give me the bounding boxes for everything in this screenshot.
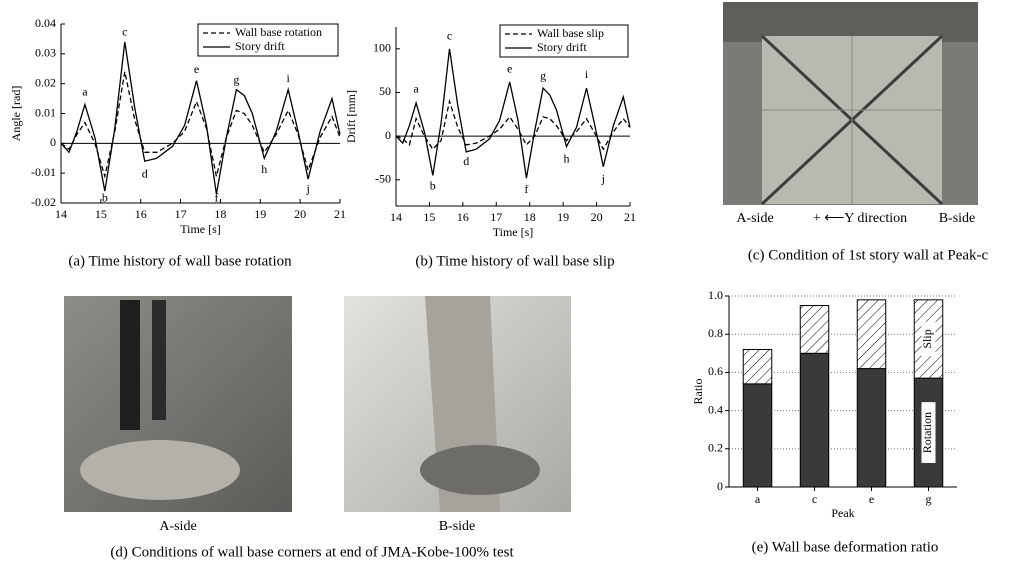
caption: (d) Conditions of wall base corners at e…	[110, 544, 514, 560]
y-tick-label: -50	[375, 172, 391, 186]
bar-segment	[799, 352, 830, 488]
x-tick-label: a	[755, 492, 761, 506]
peak-label: e	[507, 62, 512, 76]
y-tick-label: 0	[385, 128, 391, 142]
legend-label: Story drift	[235, 39, 285, 53]
photo-corner-b	[344, 296, 571, 512]
x-tick-label: g	[926, 492, 932, 506]
caption: (b) Time history of wall base slip	[415, 253, 614, 269]
y-tick-label: 0.03	[35, 46, 56, 60]
y-tick-label: 0.2	[708, 441, 723, 455]
series-label: Rotation	[920, 412, 934, 453]
caption: (e) Wall base deformation ratio	[752, 539, 939, 555]
y-tick-label: 0.8	[708, 326, 723, 340]
x-tick-label: 15	[423, 210, 435, 224]
series-line	[395, 98, 631, 151]
peak-label: h	[261, 162, 267, 176]
peak-label: f	[524, 182, 528, 196]
bar-segment	[856, 299, 887, 370]
peak-label: d	[463, 154, 469, 168]
series-line	[60, 71, 341, 179]
x-tick-label: e	[869, 492, 874, 506]
peak-label: i	[287, 71, 291, 85]
x-tick-label: 18	[214, 207, 226, 221]
x-tick-label: 14	[55, 207, 67, 221]
caption: (a) Time history of wall base rotation	[68, 253, 292, 269]
peak-label: b	[102, 190, 108, 204]
x-tick-label: 21	[334, 207, 346, 221]
peak-label: a	[413, 82, 419, 96]
peak-label: f	[214, 190, 218, 204]
series-line	[395, 48, 631, 179]
y-tick-label: 0.01	[35, 105, 56, 119]
x-tick-label: 19	[557, 210, 569, 224]
x-tick-label: 14	[390, 210, 402, 224]
legend-box	[499, 24, 629, 58]
peak-label: d	[142, 166, 148, 180]
x-tick-label: 15	[95, 207, 107, 221]
y-axis-label: Angle [rad]	[9, 86, 23, 142]
y-tick-label: 0	[50, 135, 56, 149]
y-tick-label: 100	[373, 41, 391, 55]
peak-label: j	[601, 172, 605, 186]
series-label: Slip	[920, 329, 934, 348]
x-tick-label: 18	[524, 210, 536, 224]
x-axis-label: Time [s]	[493, 225, 534, 239]
x-tick-label: c	[812, 492, 817, 506]
peak-label: a	[82, 84, 88, 98]
peak-label: g	[233, 72, 239, 86]
legend-label: Story drift	[537, 40, 587, 54]
bar-segment	[742, 348, 773, 385]
x-axis-label: Time [s]	[180, 222, 221, 236]
y-tick-label: 0.4	[708, 402, 723, 416]
bar-segment	[799, 305, 830, 354]
peak-label: g	[540, 69, 546, 83]
legend-label: Wall base slip	[537, 26, 604, 40]
y-tick-label: 0.04	[35, 16, 56, 30]
peak-label: h	[563, 151, 569, 165]
caption: (c) Condition of 1st story wall at Peak-…	[748, 247, 989, 263]
x-tick-label: 20	[294, 207, 306, 221]
x-axis-label: Peak	[831, 506, 854, 520]
x-tick-label: 17	[175, 207, 187, 221]
bar-segment	[742, 383, 773, 488]
peak-label: c	[447, 28, 452, 42]
y-tick-label: 0.6	[708, 364, 723, 378]
x-tick-label: 20	[591, 210, 603, 224]
photo-label: A-side	[736, 211, 773, 226]
x-tick-label: 19	[254, 207, 266, 221]
y-tick-label: -0.01	[31, 165, 56, 179]
photo-label: B-side	[939, 211, 976, 226]
y-tick-label: -0.02	[31, 195, 56, 209]
photo-label: B-side	[439, 519, 476, 534]
peak-label: j	[305, 181, 309, 195]
y-axis-label: Ratio	[691, 379, 705, 405]
series-line	[60, 41, 341, 195]
photo-wall	[723, 2, 978, 206]
peak-label: c	[122, 25, 127, 39]
photo-corner-a	[64, 296, 292, 512]
peak-label: b	[430, 179, 436, 193]
y-tick-label: 0	[717, 479, 723, 493]
series-label-bg	[921, 402, 936, 463]
photo-label: + ⟵Y direction	[813, 211, 907, 226]
peak-label: e	[194, 62, 199, 76]
y-axis-label: Drift [mm]	[344, 90, 358, 143]
legend-label: Wall base rotation	[235, 25, 322, 39]
peak-label: i	[585, 67, 589, 81]
x-tick-label: 17	[490, 210, 502, 224]
x-tick-label: 21	[624, 210, 636, 224]
x-tick-label: 16	[135, 207, 147, 221]
series-label-bg	[921, 321, 936, 357]
x-tick-label: 16	[457, 210, 469, 224]
y-tick-label: 0.02	[35, 75, 56, 89]
photo-label: A-side	[159, 519, 196, 534]
y-tick-label: 50	[379, 84, 391, 98]
y-tick-label: 1.0	[708, 288, 723, 302]
bar-segment	[856, 368, 887, 488]
legend-box	[197, 23, 339, 57]
